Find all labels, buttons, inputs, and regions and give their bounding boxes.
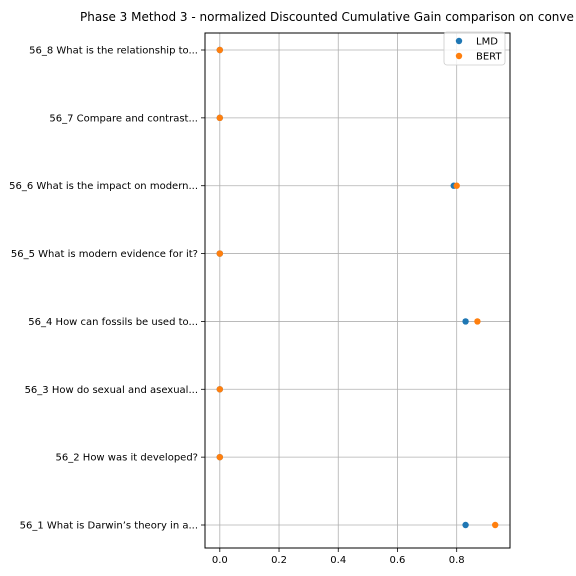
data-point-bert (453, 182, 460, 189)
legend-label: BERT (476, 52, 502, 63)
data-point-bert (216, 250, 224, 257)
y-tick-label: 56_3 How do sexual and asexual... (25, 385, 198, 396)
data-point-lmd (462, 521, 469, 529)
y-tick-label: 56_4 How can fossils be used to... (28, 317, 198, 328)
y-tick-label: 56_7 Compare and contrast... (49, 113, 198, 124)
x-axis: 0.0 0.2 0.4 0.6 0.8 (212, 548, 465, 566)
x-tick-label: 0.6 (390, 555, 406, 566)
legend-marker (455, 52, 463, 60)
legend: LMD BERT (443, 31, 506, 66)
data-point-lmd (462, 318, 469, 325)
data-point-bert (216, 386, 224, 393)
y-tick-label: 56_8 What is the relationship to... (29, 46, 198, 57)
y-tick-label: 56_1 What is Darwin’s theory in a... (20, 521, 198, 532)
y-tick-label: 56_2 How was it developed? (56, 453, 198, 464)
data-point-bert (216, 114, 224, 122)
data-point-bert (216, 46, 224, 54)
x-tick-label: 0.2 (271, 555, 287, 566)
data-point-bert (474, 318, 481, 325)
y-tick-label: 56_6 What is the impact on modern... (9, 181, 198, 192)
y-axis: 56_1 What is Darwin’s theory in a... 56_2… (9, 46, 205, 532)
legend-marker (455, 37, 463, 45)
x-tick-label: 0.0 (212, 555, 228, 566)
data-point-bert (216, 453, 224, 461)
x-tick-label: 0.4 (330, 555, 346, 566)
data-points (216, 46, 499, 529)
y-tick-label: 56_5 What is modern evidence for it? (11, 249, 198, 260)
legend-label: LMD (476, 37, 498, 48)
chart-title: Phase 3 Method 3 - normalized Discounted… (80, 10, 574, 24)
plot-frame (204, 32, 511, 549)
x-tick-label: 0.8 (449, 555, 465, 566)
grid (205, 33, 510, 548)
data-point-bert (491, 521, 499, 529)
